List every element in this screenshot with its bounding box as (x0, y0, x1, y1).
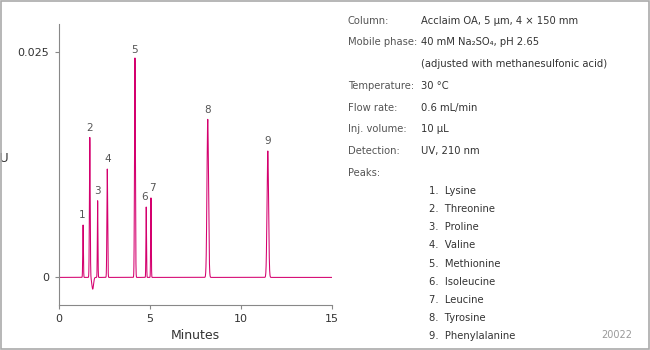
Text: 9.  Phenylalanine: 9. Phenylalanine (429, 331, 515, 342)
Text: 5: 5 (132, 45, 138, 55)
Text: Column:: Column: (348, 16, 389, 26)
Text: 3: 3 (94, 186, 101, 196)
Text: 3.  Proline: 3. Proline (429, 222, 479, 232)
Text: 20022: 20022 (601, 330, 632, 340)
Text: 1.  Lysine: 1. Lysine (429, 186, 476, 196)
Text: 7.  Leucine: 7. Leucine (429, 295, 484, 305)
Text: Acclaim OA, 5 μm, 4 × 150 mm: Acclaim OA, 5 μm, 4 × 150 mm (421, 16, 578, 26)
Text: UV, 210 nm: UV, 210 nm (421, 146, 480, 156)
Text: 10 μL: 10 μL (421, 124, 448, 134)
Text: 30 °C: 30 °C (421, 81, 448, 91)
X-axis label: Minutes: Minutes (170, 329, 220, 342)
Text: Detection:: Detection: (348, 146, 400, 156)
Text: 6: 6 (142, 193, 148, 202)
Text: 9: 9 (265, 136, 271, 146)
Text: Flow rate:: Flow rate: (348, 103, 397, 113)
Text: Mobile phase:: Mobile phase: (348, 37, 417, 48)
Text: 4: 4 (104, 154, 110, 164)
Text: 1: 1 (79, 210, 85, 220)
Text: 5.  Methionine: 5. Methionine (429, 259, 500, 269)
Y-axis label: AU: AU (0, 152, 10, 164)
Text: 7: 7 (149, 183, 156, 194)
Text: (adjusted with methanesulfonic acid): (adjusted with methanesulfonic acid) (421, 59, 607, 69)
Text: 0.6 mL/min: 0.6 mL/min (421, 103, 478, 113)
Text: Inj. volume:: Inj. volume: (348, 124, 406, 134)
Text: Peaks:: Peaks: (348, 168, 380, 178)
Text: 2: 2 (86, 123, 93, 133)
Text: 6.  Isoleucine: 6. Isoleucine (429, 277, 495, 287)
Text: 4.  Valine: 4. Valine (429, 240, 475, 251)
Text: 8: 8 (205, 105, 211, 115)
Text: 8.  Tyrosine: 8. Tyrosine (429, 313, 486, 323)
Text: 40 mM Na₂SO₄, pH 2.65: 40 mM Na₂SO₄, pH 2.65 (421, 37, 540, 48)
Text: Temperature:: Temperature: (348, 81, 414, 91)
Text: 2.  Threonine: 2. Threonine (429, 204, 495, 214)
